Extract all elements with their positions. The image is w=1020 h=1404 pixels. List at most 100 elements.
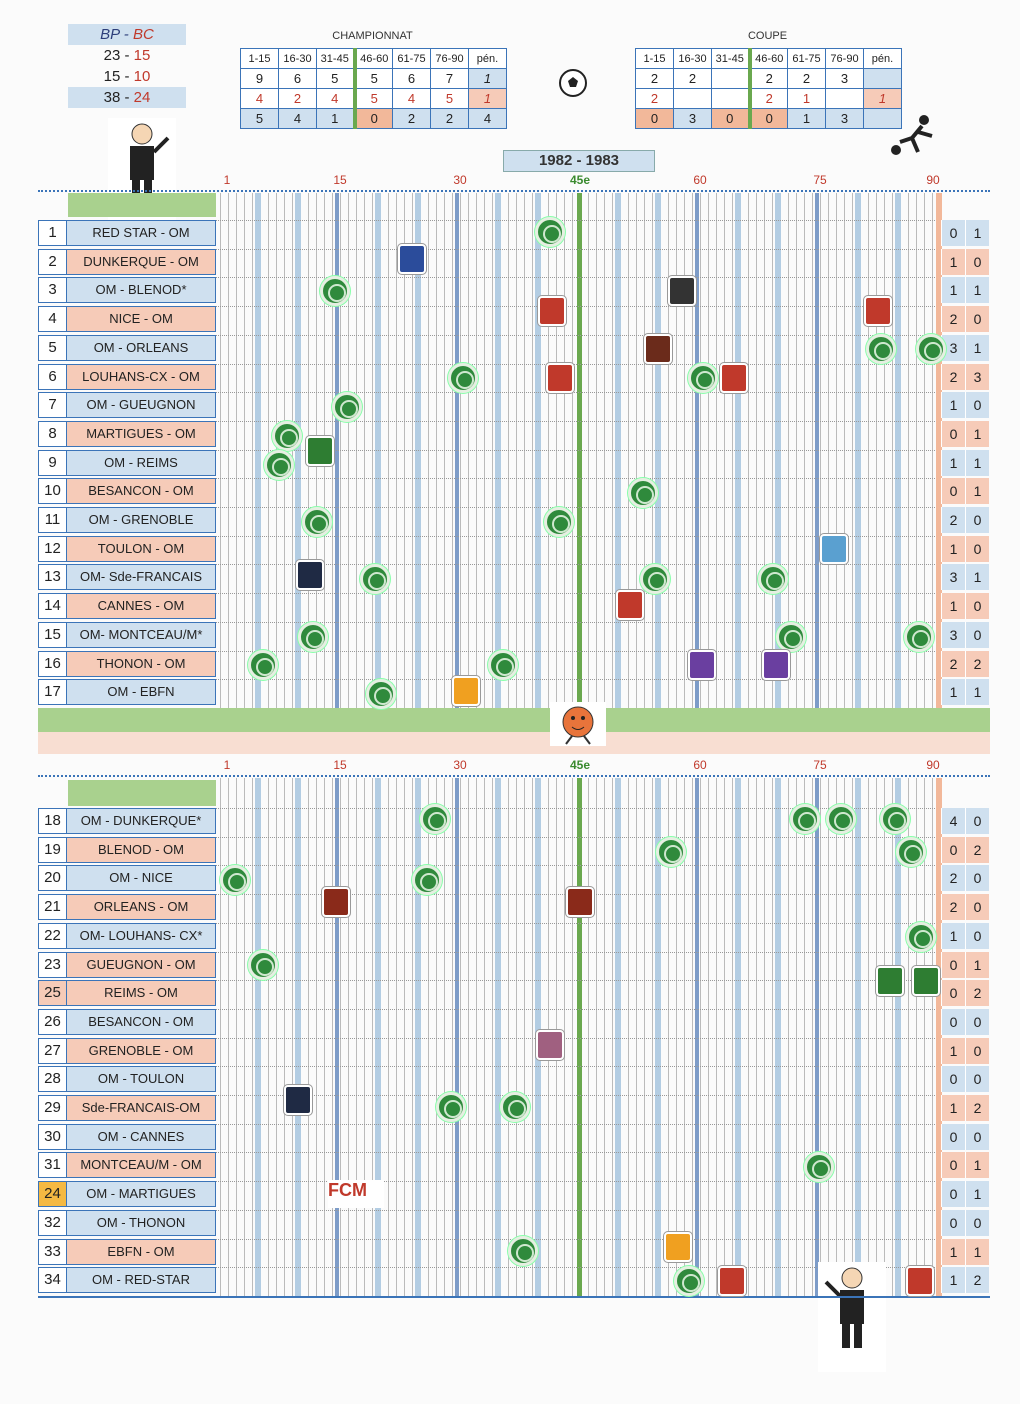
- match-row[interactable]: 4 NICE - OM: [38, 306, 216, 333]
- match-teams: RED STAR - OM: [67, 221, 215, 245]
- match-row[interactable]: 5 OM - ORLEANS: [38, 334, 216, 361]
- score-against: 3: [965, 363, 989, 390]
- opponent-goal-icon: [546, 363, 574, 393]
- cp-headers-cell: 46-60: [747, 48, 788, 69]
- match-row[interactable]: 3 OM - BLENOD*: [38, 277, 216, 304]
- score-for: 0: [941, 420, 965, 447]
- ch-bc-cell: 1: [468, 88, 507, 109]
- score-against: 0: [965, 894, 989, 921]
- match-row[interactable]: 26 BESANCON - OM: [38, 1008, 216, 1035]
- match-row[interactable]: 33 EBFN - OM: [38, 1238, 216, 1265]
- match-number: 14: [39, 594, 67, 619]
- cp-bc-cell: 2: [635, 88, 674, 109]
- match-row[interactable]: 11 OM - GRENOBLE: [38, 507, 216, 533]
- match-row[interactable]: 16 THONON - OM: [38, 650, 216, 677]
- match-row[interactable]: 21 ORLEANS - OM: [38, 894, 216, 921]
- grid-row-line: [215, 420, 935, 422]
- cp-bc-cell: 1: [787, 88, 826, 109]
- match-row[interactable]: 8 MARTIGUES - OM: [38, 420, 216, 447]
- score-against: 1: [965, 220, 989, 246]
- om-goal-icon: [776, 622, 806, 652]
- legend-row-2: 15 - 10: [68, 66, 186, 87]
- match-teams: OM - REIMS: [67, 450, 215, 475]
- goal-legend: BP - BC 23 - 15 15 - 10 38 - 24: [68, 24, 186, 108]
- match-row[interactable]: 28 OM - TOULON: [38, 1066, 216, 1093]
- grid-row-line: [215, 1037, 935, 1039]
- om-goal-icon: [880, 804, 910, 834]
- score-against: 0: [965, 922, 989, 949]
- score-for: 0: [941, 220, 965, 246]
- om-goal-icon: [826, 804, 856, 834]
- match-row[interactable]: 2 DUNKERQUE - OM: [38, 248, 216, 275]
- match-row[interactable]: 31 MONTCEAU/M - OM: [38, 1152, 216, 1179]
- legend-header: BP - BC: [68, 24, 186, 45]
- season-break-band-orange: [38, 732, 990, 754]
- score-for: 1: [941, 1037, 965, 1064]
- cp-tot-cell: 0: [711, 108, 750, 129]
- score-for: 3: [941, 621, 965, 648]
- match-row[interactable]: 19 BLENOD - OM: [38, 836, 216, 863]
- om-goal-icon: [866, 334, 896, 364]
- match-row[interactable]: 18 OM - DUNKERQUE*: [38, 808, 216, 834]
- grid-row-line: [215, 507, 935, 508]
- om-goal-icon: [688, 363, 718, 393]
- championnat-table: 1-15 16-30 31-45 46-60 61-75 76-90 pén. 9 6 5 5 6 7 1…: [240, 48, 507, 129]
- match-row[interactable]: 22 OM- LOUHANS- CX*: [38, 922, 216, 949]
- match-row[interactable]: 30 OM - CANNES: [38, 1123, 216, 1150]
- grid-row-line: [215, 1238, 935, 1240]
- grid-row-line: [215, 650, 935, 652]
- ch-bp-cell: 6: [392, 68, 431, 89]
- match-number: 13: [39, 565, 67, 590]
- match-row[interactable]: 12 TOULON - OM: [38, 535, 216, 562]
- score-for: 2: [941, 363, 965, 390]
- grid-row-line: [215, 449, 935, 451]
- match-teams: OM - GRENOBLE: [67, 508, 215, 532]
- match-row[interactable]: 6 LOUHANS-CX - OM: [38, 363, 216, 390]
- match-row[interactable]: 25 REIMS - OM: [38, 980, 216, 1007]
- match-row[interactable]: 23 GUEUGNON - OM: [38, 951, 216, 978]
- ch-bc-cell: 4: [392, 88, 431, 109]
- legend-bp-3: 38 -: [103, 89, 130, 106]
- match-row[interactable]: 1 RED STAR - OM: [38, 220, 216, 246]
- ch-bp-cell: 5: [352, 68, 393, 89]
- match-number: 12: [39, 536, 67, 561]
- match-row[interactable]: 27 GRENOBLE - OM: [38, 1037, 216, 1064]
- axis-label-m15: 15: [333, 173, 347, 187]
- cp-bc-cell: [673, 88, 712, 109]
- score-against: 0: [965, 1008, 989, 1035]
- match-row[interactable]: 7 OM - GUEUGNON: [38, 392, 216, 419]
- match-row[interactable]: 9 OM - REIMS: [38, 449, 216, 476]
- match-row[interactable]: 10 BESANCON - OM: [38, 478, 216, 505]
- grid-row-line: [215, 621, 935, 623]
- match-row[interactable]: 29 Sde-FRANCAIS-OM: [38, 1095, 216, 1121]
- opponent-goal-icon: [688, 650, 716, 680]
- match-teams: THONON - OM: [67, 651, 215, 676]
- ch-bp-cell: 5: [316, 68, 355, 89]
- ch-headers-cell: 1-15: [240, 48, 279, 69]
- match-row[interactable]: 20 OM - NICE: [38, 865, 216, 892]
- match-row[interactable]: 24 OM - MARTIGUES: [38, 1181, 216, 1208]
- match-number: 3: [39, 278, 67, 303]
- match-row[interactable]: 34 OM - RED-STAR: [38, 1267, 216, 1294]
- match-number: 26: [39, 1009, 67, 1034]
- match-row[interactable]: 15 OM- MONTCEAU/M*: [38, 621, 216, 648]
- match-row[interactable]: 14 CANNES - OM: [38, 593, 216, 620]
- opponent-goal-icon: [566, 887, 594, 917]
- ch-bc-cell: 5: [430, 88, 469, 109]
- match-row[interactable]: 32 OM - THONON: [38, 1209, 216, 1236]
- om-goal-icon: [272, 421, 302, 451]
- opponent-goal-icon: [864, 296, 892, 326]
- match-teams: REIMS - OM: [67, 981, 215, 1006]
- bc-label: BC: [132, 26, 154, 43]
- score-for: 0: [941, 951, 965, 978]
- match-number: 4: [39, 307, 67, 332]
- axis-label-m90: 90: [926, 758, 940, 772]
- opponent-goal-icon: [536, 1030, 564, 1060]
- opponent-goal-icon: [306, 436, 334, 466]
- match-row[interactable]: 17 OM - EBFN: [38, 679, 216, 706]
- match-row[interactable]: 13 OM- Sde-FRANCAIS: [38, 564, 216, 591]
- season-label: 1982 - 1983: [503, 150, 655, 172]
